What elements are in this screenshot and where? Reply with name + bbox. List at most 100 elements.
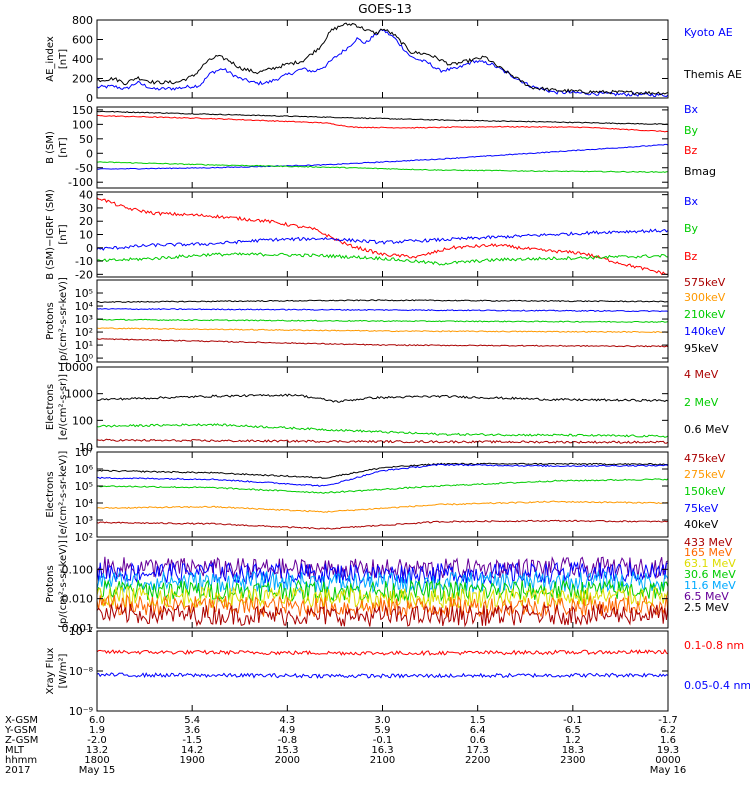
legend-entry: 0.1-0.8 nm — [684, 639, 744, 652]
y-tick-label: -50 — [75, 162, 93, 175]
y-tick-label: 1000 — [65, 388, 93, 401]
legend-entry: By — [684, 222, 699, 235]
ephemeris-value: 1.5 — [470, 715, 486, 726]
legend-entry: 30.6 MeV — [684, 568, 736, 581]
ephemeris-row-label: 2017 — [5, 765, 30, 776]
ephemeris-value: 2300 — [560, 755, 585, 766]
legend-entry: Kyoto AE — [684, 26, 733, 39]
series-group — [97, 393, 668, 444]
panel-frame — [96, 191, 669, 278]
legend-entry: 433 MeV — [684, 536, 733, 549]
series-2-mev — [97, 423, 668, 438]
series-95kev — [97, 337, 668, 348]
y-tick-label: -10 — [75, 255, 93, 268]
legend-entry: 575keV — [684, 276, 726, 289]
legend-entry: 6.5 MeV — [684, 590, 729, 603]
series-30-6-mev — [97, 578, 668, 603]
ephemeris-value: 2200 — [465, 755, 490, 766]
y-tick-label: 400 — [72, 53, 93, 66]
series-150kev — [97, 478, 668, 494]
ephemeris-value: 1.6 — [660, 735, 676, 746]
panel-ae: 0 200 400 600 800 AE_index [nT] Kyoto AE Themis … — [45, 14, 742, 105]
legend-entry: 40keV — [684, 518, 719, 531]
ephemeris-value: -0.8 — [278, 735, 298, 746]
y-tick-label: 100 — [72, 118, 93, 131]
ephemeris-value: 13.2 — [86, 745, 108, 756]
y-axis-label: [W/m²] — [58, 653, 69, 688]
y-axis-label: B (SM)−IGRF (SM) — [45, 189, 56, 280]
legend-entry: 0.6 MeV — [684, 423, 729, 436]
y-tick-label: 10 — [79, 229, 93, 242]
y-tick-label: 10⁻⁸ — [69, 665, 94, 678]
ephemeris-value: 15.3 — [276, 745, 298, 756]
y-tick-label: 10¹ — [75, 339, 93, 352]
ephemeris-value: 4.3 — [279, 715, 295, 726]
ephemeris-row-label: hhmm — [5, 755, 37, 766]
series-0-05-0-4-nm — [97, 672, 668, 679]
legend-entry: 2 MeV — [684, 396, 719, 409]
y-tick-label: 10⁴ — [75, 300, 94, 313]
y-tick-label: 50 — [79, 133, 93, 146]
panel-electrons_low: 10² 10³ 10⁴ 10⁵ 10⁶ 10⁷ Electrons [e/(cm²-s-sr-… — [45, 446, 726, 544]
legend-entry: 150keV — [684, 485, 726, 498]
y-axis-label: [nT] — [58, 137, 69, 157]
ephemeris-value: 6.0 — [89, 715, 105, 726]
series-group — [97, 555, 668, 628]
y-tick-label: 0.001 — [62, 622, 94, 635]
legend-entry: 165 MeV — [684, 546, 733, 559]
ephemeris-value: 1.9 — [89, 725, 105, 736]
ephemeris-value: -0.1 — [373, 735, 393, 746]
y-tick-label: 0 — [86, 147, 93, 160]
y-tick-label: 100 — [72, 414, 93, 427]
y-tick-label: 0.100 — [62, 563, 94, 576]
ephemeris-row-label: MLT — [5, 745, 25, 756]
y-axis-label: [nT] — [58, 49, 69, 69]
ephemeris-value: 3.6 — [184, 725, 200, 736]
legend-entry: Bx — [684, 195, 699, 208]
series-by — [97, 252, 668, 266]
legend-entry: 210keV — [684, 308, 726, 321]
ephemeris-value: 1900 — [179, 755, 204, 766]
ephemeris-value: 2000 — [275, 755, 300, 766]
y-axis-label: [e/(cm²-s-sr)] — [58, 374, 69, 440]
series-300kev — [97, 307, 668, 313]
series-475kev — [97, 519, 668, 530]
ephemeris-value: -1.5 — [182, 735, 202, 746]
series-bmag — [97, 110, 668, 126]
ephemeris-value: 1.2 — [565, 735, 581, 746]
y-tick-label: 10⁶ — [75, 463, 94, 476]
panel-frame — [96, 630, 669, 712]
legend-entry: 75keV — [684, 502, 719, 515]
series-140kev — [97, 327, 668, 334]
ephemeris-value: 5.9 — [375, 725, 391, 736]
series-575kev — [97, 299, 668, 304]
y-tick-label: 10³ — [75, 514, 93, 527]
legend-entry: By — [684, 124, 699, 137]
y-tick-label: 30 — [79, 202, 93, 215]
y-axis-label: B (SM) — [45, 131, 56, 164]
ephemeris-value: 17.3 — [467, 745, 489, 756]
legend-entry: Bz — [684, 250, 698, 263]
series-bz — [97, 197, 668, 276]
panel-frame — [96, 106, 669, 189]
y-tick-label: 10000 — [58, 361, 93, 374]
ephemeris-value: 18.3 — [562, 745, 584, 756]
series-275kev — [97, 500, 668, 513]
series-group — [97, 22, 668, 98]
y-tick-label: 40 — [79, 189, 93, 202]
series-group — [97, 110, 668, 173]
y-axis-label: [e/(cm²-s-sr-keV)] — [58, 451, 69, 539]
ephemeris-value: May 15 — [79, 765, 116, 776]
legend-entry: Themis AE — [683, 68, 742, 81]
series-63-1-mev — [97, 585, 668, 610]
ephemeris-value: -2.0 — [87, 735, 107, 746]
y-tick-label: 10⁻⁷ — [69, 625, 93, 638]
ephemeris-value: 2100 — [370, 755, 395, 766]
y-tick-label: -20 — [75, 268, 93, 281]
panel-protons_high: 0.001 0.010 0.100 Protons [p/(cm²-s-sr-keV)]… — [45, 536, 736, 635]
series-0-1-0-8-nm — [97, 648, 668, 656]
ephemeris-value: May 16 — [650, 765, 687, 776]
